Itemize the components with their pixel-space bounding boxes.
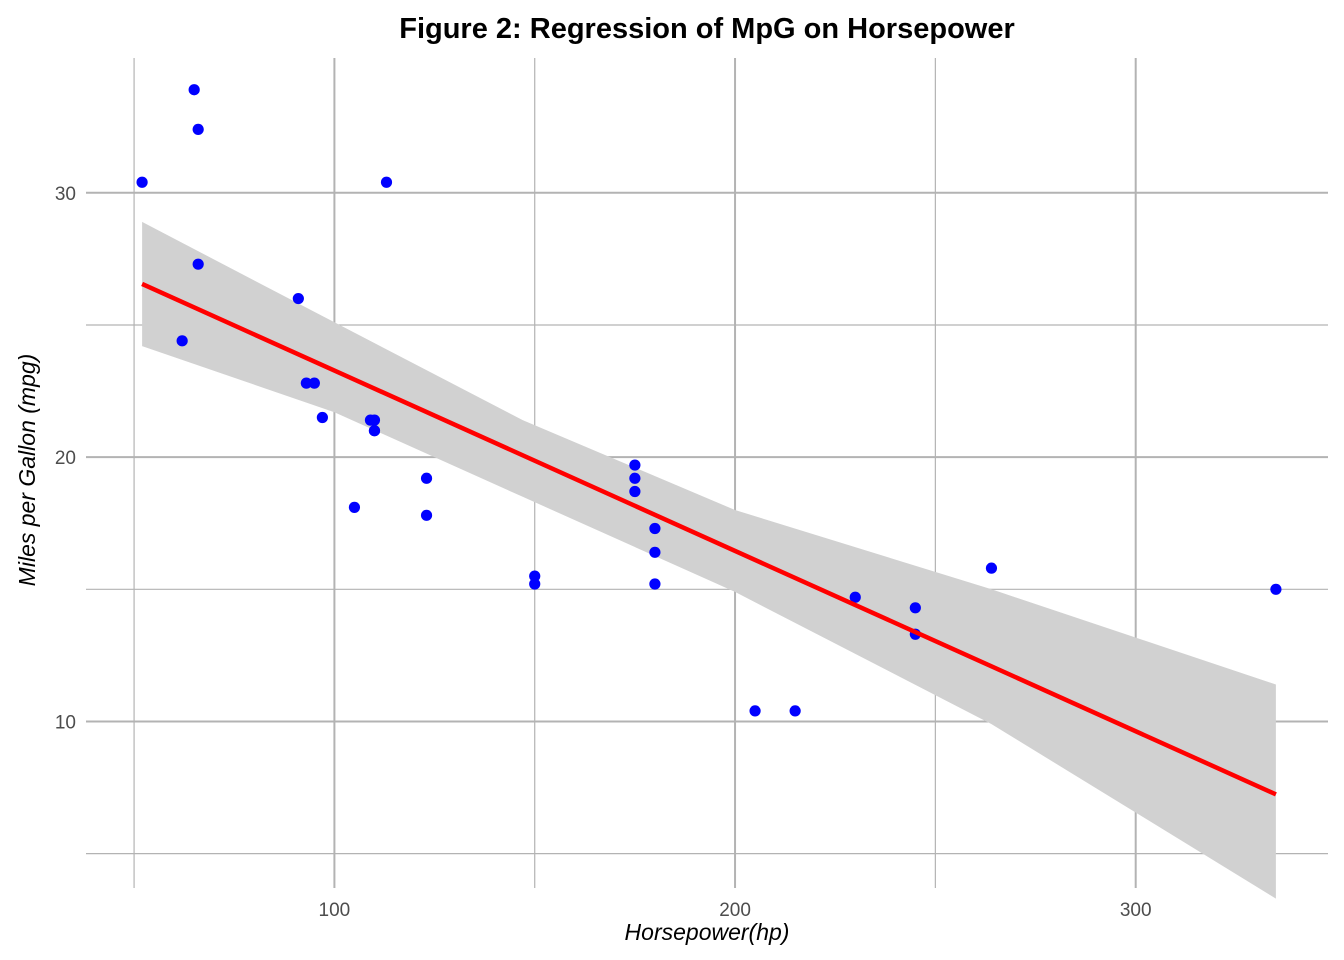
regression-line-layer	[141, 281, 1277, 797]
data-point	[849, 591, 861, 603]
data-point	[629, 459, 641, 471]
data-point	[529, 570, 541, 582]
data-point	[985, 562, 998, 574]
data-point	[380, 176, 393, 188]
data-point	[649, 522, 661, 535]
confidence-band-layer	[142, 221, 1276, 899]
data-point	[529, 578, 541, 590]
data-point	[749, 705, 761, 717]
x-tick-label: 100	[319, 900, 351, 921]
data-point	[192, 123, 204, 135]
y-tick-label: 30	[55, 184, 76, 205]
data-point	[316, 411, 328, 424]
data-point	[308, 377, 320, 389]
y-axis-title: Miles per Gallon (mpg)	[14, 354, 40, 587]
x-tick-label: 300	[1120, 900, 1152, 921]
regression-line	[141, 281, 1277, 797]
data-point	[649, 578, 661, 590]
data-point	[629, 472, 641, 484]
x-tick-label: 200	[719, 900, 751, 921]
data-point	[629, 485, 641, 498]
data-point	[909, 602, 921, 614]
data-point	[420, 472, 433, 484]
chart-title: Figure 2: Regression of MpG on Horsepowe…	[399, 13, 1015, 45]
data-point	[789, 705, 801, 717]
data-point	[420, 509, 433, 521]
data-point	[136, 176, 148, 188]
data-point	[368, 425, 381, 437]
data-point	[364, 414, 377, 426]
confidence-band	[142, 221, 1276, 899]
data-point	[292, 292, 304, 305]
x-axis-title: Horsepower(hp)	[625, 919, 790, 945]
data-point	[300, 377, 312, 389]
y-tick-label: 10	[55, 712, 76, 733]
data-point	[649, 546, 661, 558]
data-point	[192, 258, 204, 270]
tick-labels: 100 200 300 10 20 30	[55, 184, 1152, 921]
y-tick-label: 20	[55, 448, 76, 469]
data-point	[176, 335, 188, 347]
data-point	[188, 84, 200, 96]
data-point	[1270, 583, 1282, 595]
data-point	[348, 501, 361, 513]
